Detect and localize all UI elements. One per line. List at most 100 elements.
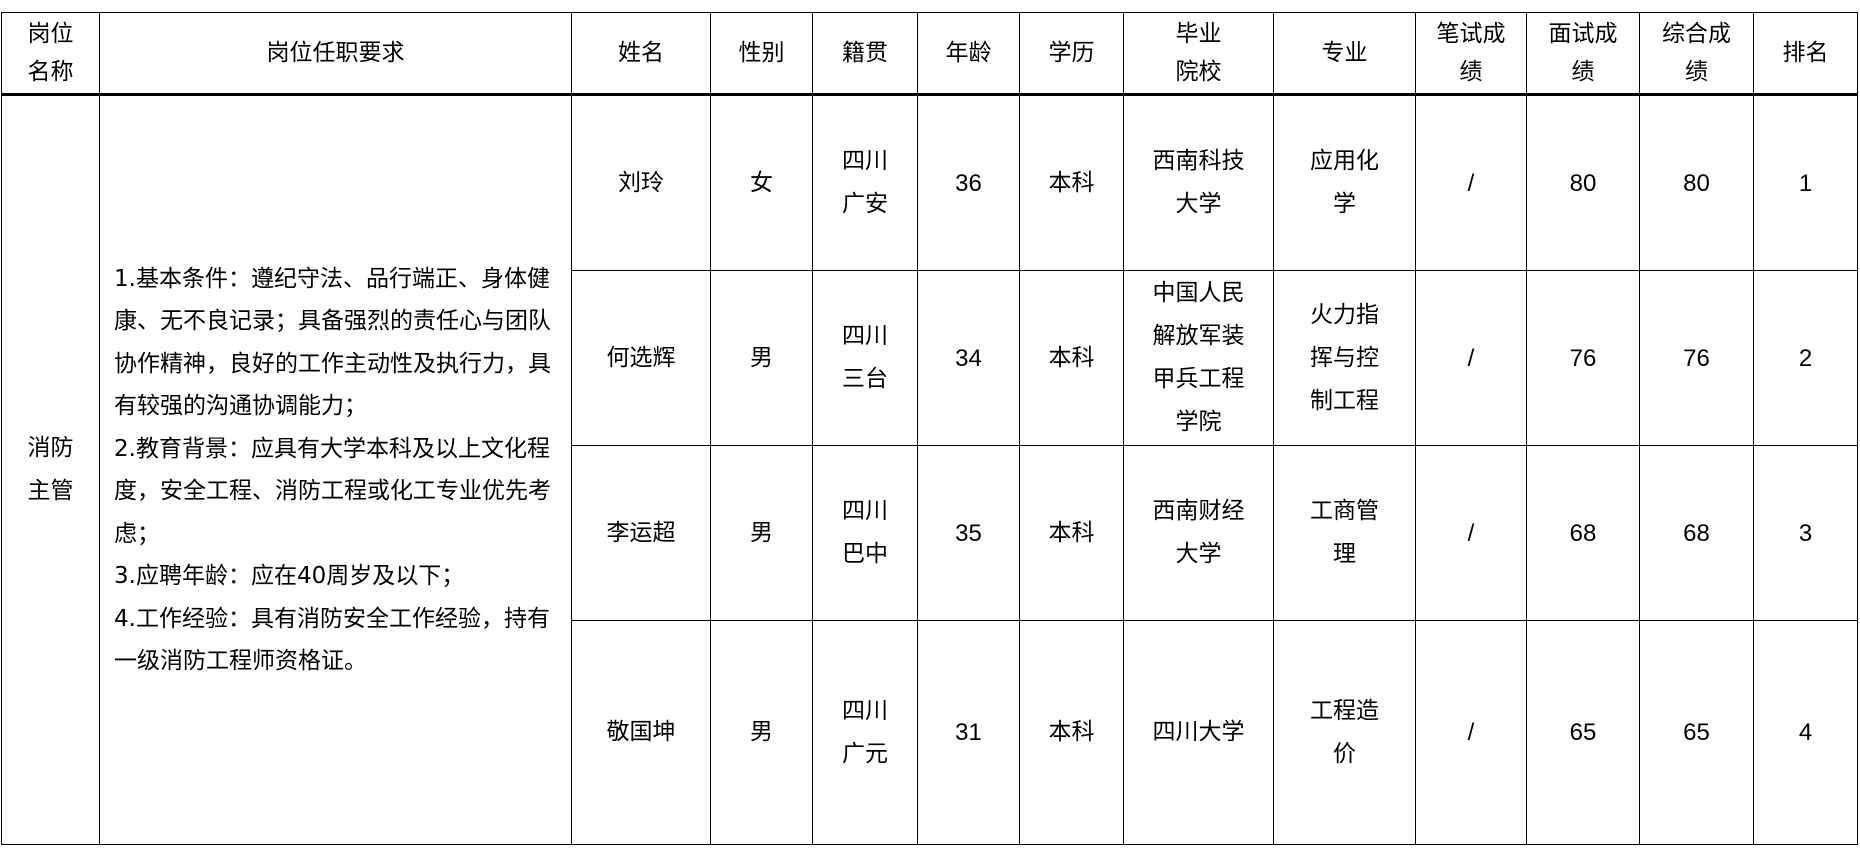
name-cell: 李运超 bbox=[571, 445, 711, 621]
header-label: 岗位名称 bbox=[27, 21, 74, 85]
cell-line: 大学 bbox=[1175, 541, 1222, 567]
header-school: 毕业院校 bbox=[1123, 12, 1274, 96]
header-total-score: 综合成绩 bbox=[1639, 12, 1754, 96]
school-cell: 中国人民 解放军装 甲兵工程 学院 bbox=[1123, 270, 1274, 446]
rank-cell: 3 bbox=[1753, 445, 1858, 621]
cell-line: 学院 bbox=[1175, 409, 1222, 435]
cell-line: 四川 bbox=[842, 697, 888, 724]
header-label: 性别 bbox=[738, 40, 785, 66]
major-cell: 火力指 挥与控 制工程 bbox=[1273, 270, 1416, 446]
cell-line: 西南科技 bbox=[1152, 148, 1245, 174]
cell-line: 应用化 bbox=[1310, 148, 1379, 174]
cell-line: 四川 bbox=[842, 323, 888, 349]
header-gender: 性别 bbox=[710, 12, 813, 96]
origin-cell: 四川 三台 bbox=[812, 270, 918, 446]
requirement-item: 2.教育背景：应具有大学本科及以上文化程度，安全工程、消防工程或化工专业优先考虑… bbox=[114, 435, 551, 547]
education-cell: 本科 bbox=[1019, 270, 1124, 446]
gender-cell: 男 bbox=[710, 620, 813, 845]
header-label: 岗位任职要求 bbox=[266, 40, 405, 66]
education-cell: 本科 bbox=[1019, 445, 1124, 621]
table-row: 李运超男四川 巴中 35 本科 西南财经 大学 工商管理/68 68 3 bbox=[2, 445, 1858, 621]
header-requirements: 岗位任职要求 bbox=[99, 12, 572, 96]
written-score-cell: / bbox=[1415, 270, 1527, 446]
cell-line: 广安 bbox=[842, 191, 888, 217]
header-major: 专业 bbox=[1273, 12, 1416, 96]
table-row: 敬国坤男四川 广元 31 本科 四川大学 工程造价/65 65 4 bbox=[2, 620, 1858, 845]
major-cell: 工商管理 bbox=[1273, 445, 1416, 621]
major-cell: 工程造价 bbox=[1273, 620, 1416, 845]
age-cell: 34 bbox=[917, 270, 1020, 446]
cell-line: 解放军装 bbox=[1152, 323, 1245, 349]
position-cell: 消防 主管 bbox=[1, 94, 100, 845]
header-label: 姓名 bbox=[618, 40, 664, 66]
total-score-cell: 68 bbox=[1639, 445, 1754, 621]
requirements-cell: 1.基本条件：遵纪守法、品行端正、身体健康、无不良记录；具备强烈的责任心与团队协… bbox=[99, 94, 572, 845]
cell-line: 三台 bbox=[842, 366, 888, 392]
cell-line: 制工程 bbox=[1310, 387, 1379, 414]
age-cell: 36 bbox=[917, 94, 1020, 271]
cell-line: 广元 bbox=[842, 740, 888, 767]
cell-line: 工程造 bbox=[1310, 697, 1379, 724]
cell-line: 理 bbox=[1333, 541, 1356, 567]
education-cell: 本科 bbox=[1019, 94, 1124, 271]
total-score-cell: 76 bbox=[1639, 270, 1754, 446]
age-cell: 31 bbox=[917, 620, 1020, 845]
name-cell: 何选辉 bbox=[571, 270, 711, 446]
requirement-item: 1.基本条件：遵纪守法、品行端正、身体健康、无不良记录；具备强烈的责任心与团队协… bbox=[114, 265, 551, 420]
written-score-cell: / bbox=[1415, 620, 1527, 845]
cell-line: 消防 bbox=[27, 435, 74, 461]
header-interview-score: 面试成绩 bbox=[1526, 12, 1640, 96]
cell-line: 大学 bbox=[1175, 191, 1222, 217]
interview-score-cell: 65 bbox=[1526, 620, 1640, 845]
table-row: 何选辉男四川 三台 34 本科 中国人民 解放军装 甲兵工程 学院 火力指 挥与控 制工程/76 76… bbox=[2, 270, 1858, 446]
header-label: 专业 bbox=[1321, 40, 1368, 66]
header-label: 年龄 bbox=[945, 40, 992, 66]
header-label: 毕业院校 bbox=[1175, 21, 1222, 85]
school-cell: 四川大学 bbox=[1123, 620, 1274, 845]
cell-line: 挥与控 bbox=[1310, 344, 1379, 371]
header-education: 学历 bbox=[1019, 12, 1124, 96]
origin-cell: 四川 巴中 bbox=[812, 445, 918, 621]
rank-cell: 2 bbox=[1753, 270, 1858, 446]
interview-score-cell: 80 bbox=[1526, 94, 1640, 271]
cell-line: 巴中 bbox=[842, 541, 888, 567]
cell-line: 火力指 bbox=[1310, 301, 1379, 328]
cell-line: 中国人民 bbox=[1152, 280, 1245, 306]
header-rank: 排名 bbox=[1753, 12, 1858, 96]
cell-line: 价 bbox=[1333, 740, 1356, 767]
cell-line: 四川 bbox=[842, 148, 888, 174]
origin-cell: 四川 广元 bbox=[812, 620, 918, 845]
major-cell: 应用化学 bbox=[1273, 94, 1416, 271]
header-origin: 籍贯 bbox=[812, 12, 918, 96]
rank-cell: 1 bbox=[1753, 94, 1858, 271]
name-cell: 敬国坤 bbox=[571, 620, 711, 845]
cell-line: 四川 bbox=[842, 498, 888, 524]
gender-cell: 女 bbox=[710, 94, 813, 271]
name-cell: 刘玲 bbox=[571, 94, 711, 271]
header-name: 姓名 bbox=[571, 12, 711, 96]
written-score-cell: / bbox=[1415, 94, 1527, 271]
cell-line: 西南财经 bbox=[1152, 498, 1245, 524]
header-row: 岗位名称 岗位任职要求 姓名 性别 籍贯 年龄 学历 毕业院校 专业 笔试成绩 面试成绩 综合成绩 排名 bbox=[1, 12, 1858, 96]
table-row: 消防 主管 1.基本条件：遵纪守法、品行端正、身体健康、无不良记录；具备强烈的责任心… bbox=[1, 94, 1858, 845]
written-score-cell: / bbox=[1415, 445, 1527, 621]
rank-cell: 4 bbox=[1753, 620, 1858, 845]
candidate-ranking-table: 岗位名称 岗位任职要求 姓名 性别 籍贯 年龄 学历 毕业院校 专业 笔试成绩 面试成绩 综合成绩 排名… bbox=[1, 12, 1858, 845]
education-cell: 本科 bbox=[1019, 620, 1124, 845]
header-age: 年龄 bbox=[917, 12, 1020, 96]
header-label: 面试成绩 bbox=[1548, 21, 1618, 85]
cell-line: 学 bbox=[1333, 191, 1356, 217]
cell-line: 主管 bbox=[27, 478, 74, 504]
header-label: 籍贯 bbox=[842, 40, 888, 66]
gender-cell: 男 bbox=[710, 270, 813, 446]
total-score-cell: 65 bbox=[1639, 620, 1754, 845]
cell-line: 四川大学 bbox=[1152, 719, 1245, 745]
header-written-score: 笔试成绩 bbox=[1415, 12, 1527, 96]
school-cell: 西南科技 大学 bbox=[1123, 94, 1274, 271]
school-cell: 西南财经 大学 bbox=[1123, 445, 1274, 621]
header-position-name: 岗位名称 bbox=[1, 12, 100, 96]
origin-cell: 四川 广安 bbox=[812, 94, 918, 271]
total-score-cell: 80 bbox=[1639, 94, 1754, 271]
header-label: 学历 bbox=[1048, 40, 1095, 66]
header-label: 笔试成绩 bbox=[1436, 21, 1506, 85]
